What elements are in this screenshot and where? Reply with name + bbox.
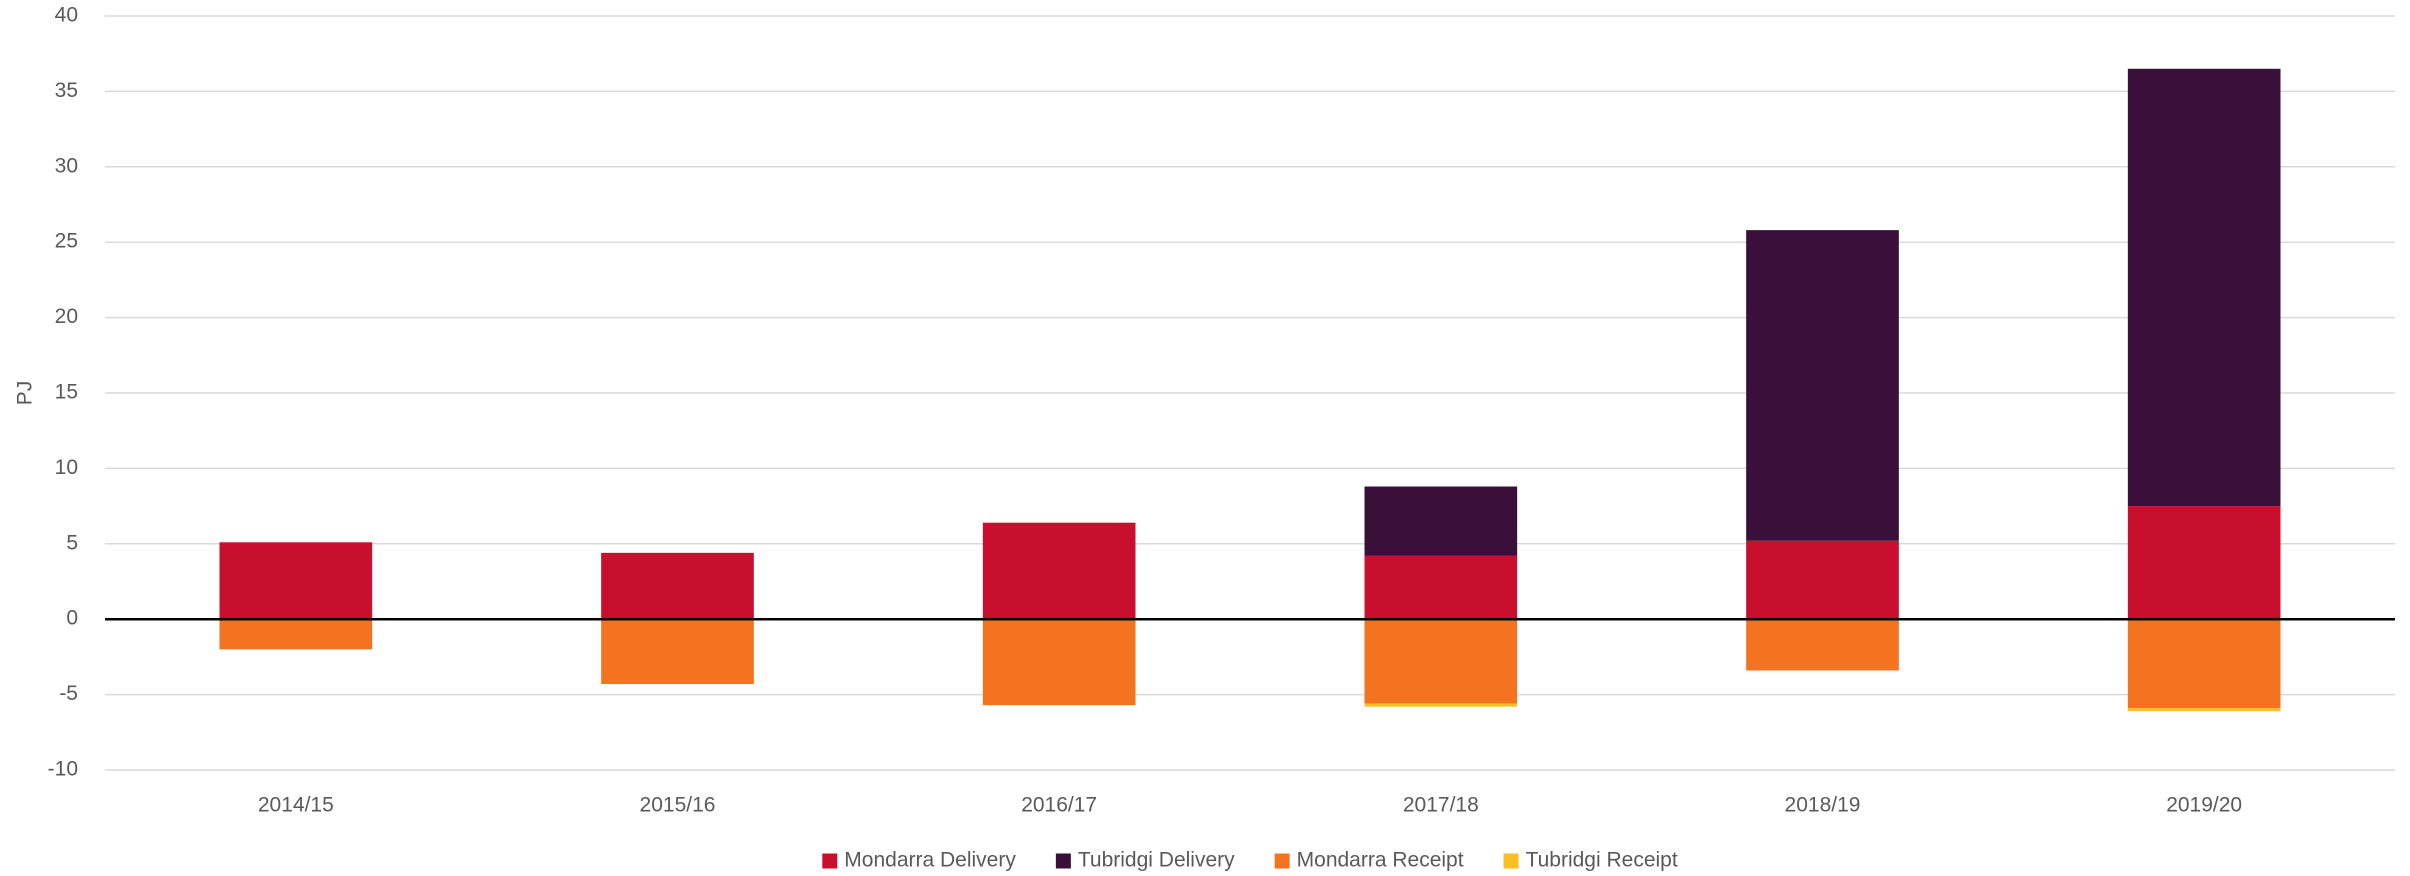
- y-tick-label: 10: [55, 456, 78, 479]
- y-tick-label: 40: [55, 4, 78, 27]
- y-tick-label: 35: [55, 79, 78, 102]
- bar-segment: [219, 542, 373, 620]
- legend-swatch: [1503, 853, 1519, 869]
- x-tick-label: 2015/16: [640, 794, 716, 817]
- x-tick-label: 2017/18: [1403, 794, 1479, 817]
- bar-segment: [2127, 708, 2281, 712]
- x-tick-label: 2014/15: [258, 794, 334, 817]
- y-tick-label: 25: [55, 230, 78, 253]
- legend-label: Tubridgi Delivery: [1078, 849, 1235, 872]
- y-tick-label: 20: [55, 305, 78, 328]
- bar-segment: [982, 522, 1136, 620]
- bar-segment: [2127, 68, 2281, 507]
- bar-segment: [2127, 619, 2281, 709]
- bar-segment: [2127, 506, 2281, 620]
- y-tick-label: 0: [66, 607, 78, 630]
- bar-segment: [1746, 540, 1899, 620]
- bar-segment: [1364, 486, 1518, 556]
- y-tick-label: -10: [48, 758, 78, 781]
- legend-label: Tubridgi Receipt: [1526, 849, 1678, 872]
- x-tick-label: 2019/20: [2166, 794, 2242, 817]
- bar-segment: [1364, 555, 1518, 620]
- legend-swatch: [1274, 853, 1290, 869]
- bar-segment: [1746, 619, 1899, 671]
- y-tick-label: -5: [59, 682, 78, 705]
- y-axis-label: PJ: [14, 381, 37, 406]
- bar-segment: [1364, 703, 1518, 707]
- x-tick-label: 2018/19: [1785, 794, 1861, 817]
- y-tick-label: 30: [55, 154, 78, 177]
- bar-segment: [1364, 619, 1518, 704]
- legend-label: Mondarra Delivery: [844, 849, 1016, 872]
- bar-segment: [219, 619, 373, 650]
- legend-swatch: [822, 853, 838, 869]
- legend-label: Mondarra Receipt: [1297, 849, 1464, 872]
- bar-segment: [1746, 230, 1899, 541]
- y-tick-label: 5: [66, 531, 78, 554]
- y-tick-label: 15: [55, 381, 78, 404]
- bar-segment: [982, 619, 1136, 706]
- bar-segment: [601, 619, 754, 685]
- x-tick-label: 2016/17: [1021, 794, 1097, 817]
- legend-swatch: [1055, 853, 1071, 869]
- bar-segment: [601, 552, 754, 620]
